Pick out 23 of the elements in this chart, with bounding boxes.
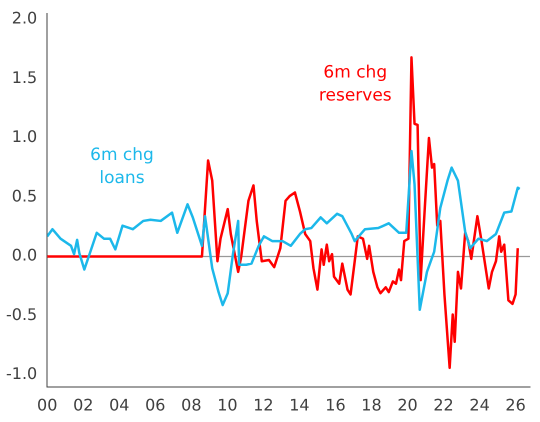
x-tick-label: 06 — [145, 396, 166, 415]
x-tick-label: 14 — [289, 396, 310, 415]
x-tick-label: 20 — [397, 396, 418, 415]
x-tick-label: 02 — [73, 396, 94, 415]
x-tick-label: 26 — [505, 396, 526, 415]
x-tick-label: 08 — [181, 396, 202, 415]
y-tick-label: -0.5 — [6, 304, 38, 324]
y-tick-label: 0.5 — [12, 186, 38, 206]
y-tick-label: -1.0 — [6, 364, 38, 384]
y-tick-label: 1.0 — [12, 127, 38, 146]
x-tick-label: 18 — [361, 396, 382, 415]
y-tick-label: 1.5 — [12, 68, 38, 87]
x-tick-label: 10 — [217, 396, 238, 415]
y-tick-label: 0.0 — [12, 246, 38, 265]
x-tick-label: 24 — [469, 396, 490, 415]
x-tick-label: 00 — [37, 396, 58, 415]
series-label: 6m chg loans — [90, 145, 154, 188]
series-label: 6m chg reserves — [318, 62, 392, 106]
x-tick-label: 16 — [325, 396, 346, 415]
x-tick-label: 12 — [253, 396, 274, 415]
y-tick-label: 2.0 — [12, 8, 38, 28]
x-tick-label: 04 — [109, 396, 130, 415]
x-tick-label: 22 — [433, 396, 454, 415]
